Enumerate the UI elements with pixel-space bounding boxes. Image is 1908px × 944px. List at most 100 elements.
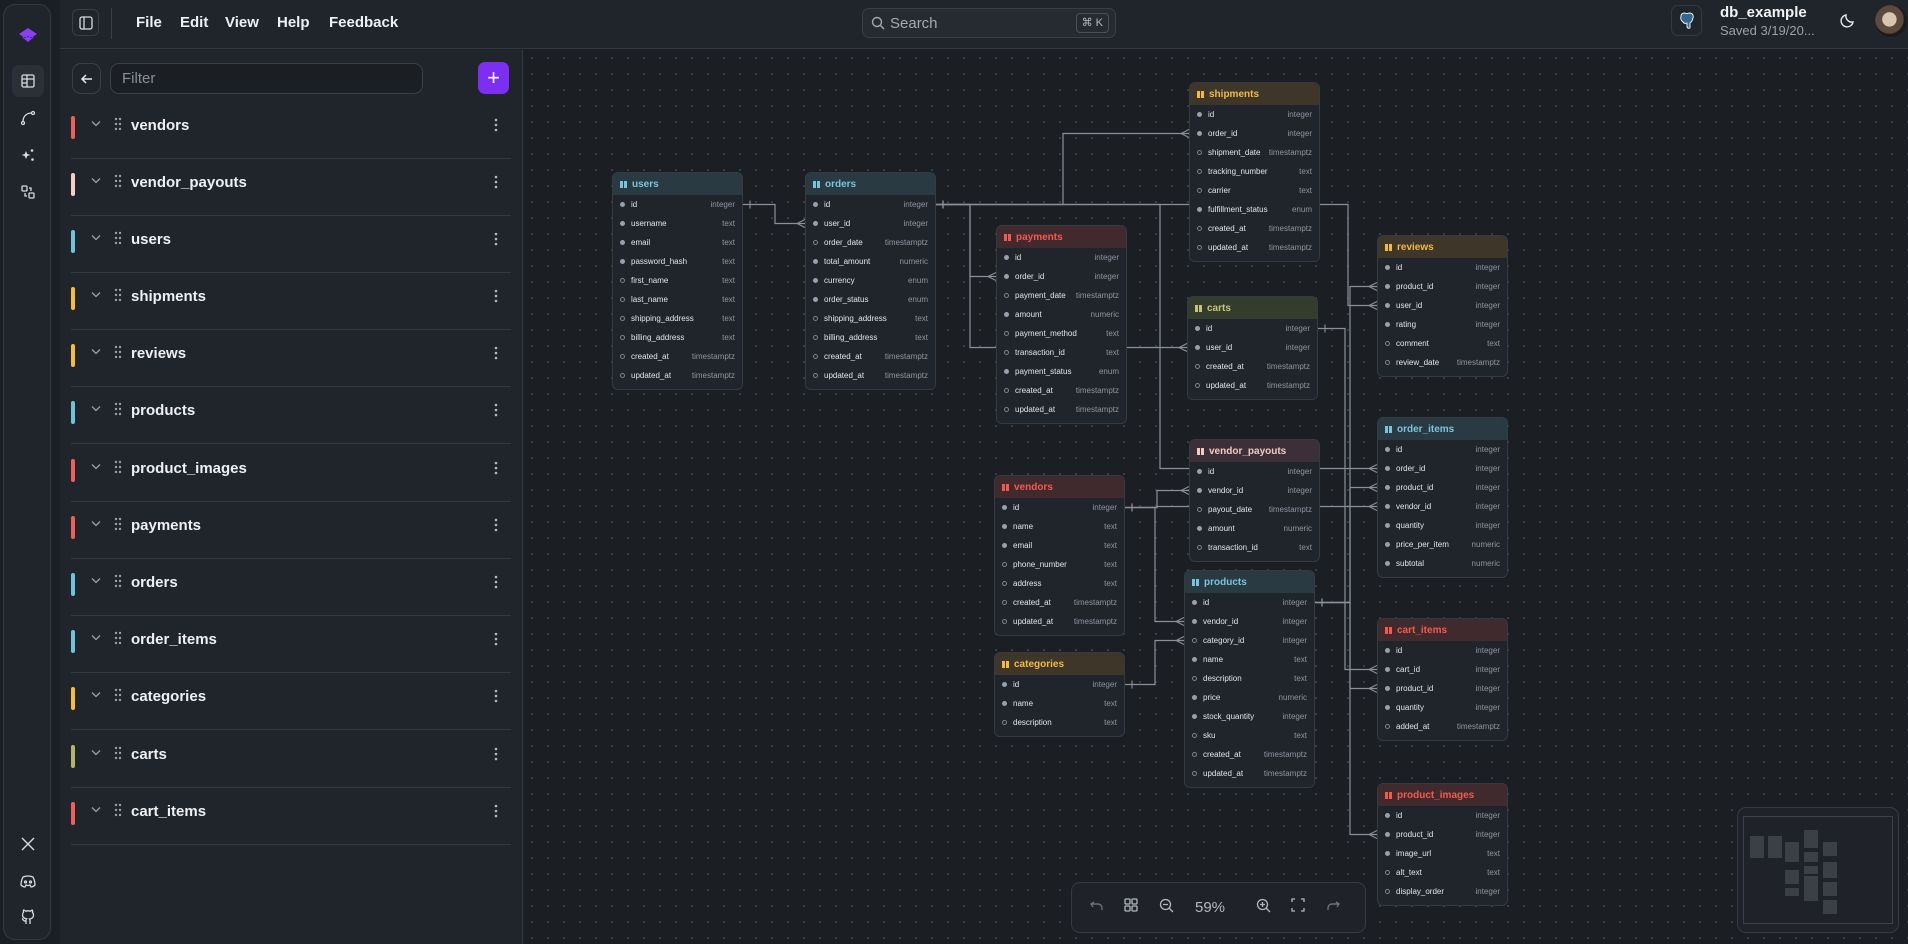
column-row[interactable]: id integer <box>1378 258 1507 277</box>
column-row[interactable]: updated_at timestamptz <box>1185 764 1314 783</box>
column-row[interactable]: description text <box>1185 669 1314 688</box>
drag-handle-icon[interactable] <box>114 746 122 760</box>
table-list-item-payments[interactable]: payments <box>71 502 511 559</box>
column-row[interactable]: billing_address text <box>806 328 935 347</box>
drag-handle-icon[interactable] <box>114 688 122 702</box>
table-list-item-vendors[interactable]: vendors <box>71 102 511 159</box>
discord-link[interactable] <box>12 865 44 897</box>
table-header[interactable]: categories <box>995 653 1124 675</box>
column-row[interactable]: updated_at timestamptz <box>995 612 1124 631</box>
drag-handle-icon[interactable] <box>114 174 122 188</box>
table-list-item-cart_items[interactable]: cart_items <box>71 788 511 845</box>
more-options-icon[interactable] <box>494 118 498 132</box>
column-row[interactable]: updated_at timestamptz <box>997 400 1126 419</box>
column-row[interactable]: payment_date timestamptz <box>997 286 1126 305</box>
column-row[interactable]: sku text <box>1185 726 1314 745</box>
undo-icon[interactable] <box>1089 898 1104 913</box>
column-row[interactable]: shipping_address text <box>613 309 742 328</box>
x-twitter-link[interactable] <box>12 828 44 860</box>
chevron-down-icon[interactable] <box>90 803 102 815</box>
table-node-shipments[interactable]: shipments id integer order_id integer shipmen… <box>1189 82 1320 262</box>
minimap-viewport[interactable] <box>1743 816 1893 924</box>
column-row[interactable]: id integer <box>995 498 1124 517</box>
more-options-icon[interactable] <box>494 346 498 360</box>
chevron-down-icon[interactable] <box>90 517 102 529</box>
column-row[interactable]: email text <box>995 536 1124 555</box>
column-row[interactable]: id integer <box>1190 462 1319 481</box>
table-node-order_items[interactable]: order_items id integer order_id integer produ… <box>1377 417 1508 578</box>
column-row[interactable]: vendor_id integer <box>1190 481 1319 500</box>
more-options-icon[interactable] <box>494 747 498 761</box>
chevron-down-icon[interactable] <box>90 174 102 186</box>
relationship-edge[interactable] <box>1315 601 1377 836</box>
column-row[interactable]: review_date timestamptz <box>1378 353 1507 372</box>
github-link[interactable] <box>12 901 44 933</box>
table-header[interactable]: carts <box>1188 297 1317 319</box>
relationship-edge[interactable] <box>743 203 805 225</box>
menu-file[interactable]: File <box>136 14 162 31</box>
column-row[interactable]: created_at timestamptz <box>1188 357 1317 376</box>
ai-nav-button[interactable] <box>12 139 44 171</box>
column-row[interactable]: transaction_id text <box>997 343 1126 362</box>
zoom-out-icon[interactable] <box>1159 898 1174 913</box>
column-row[interactable]: id integer <box>1185 593 1314 612</box>
table-list-item-products[interactable]: products <box>71 387 511 445</box>
drag-handle-icon[interactable] <box>114 631 122 645</box>
column-row[interactable]: first_name text <box>613 271 742 290</box>
column-row[interactable]: currency enum <box>806 271 935 290</box>
add-table-button[interactable]: + <box>478 62 509 94</box>
column-row[interactable]: order_id integer <box>1190 124 1319 143</box>
more-options-icon[interactable] <box>494 175 498 189</box>
relationship-edge[interactable] <box>1125 639 1184 686</box>
more-options-icon[interactable] <box>494 289 498 303</box>
app-logo[interactable] <box>12 19 44 51</box>
table-header[interactable]: reviews <box>1378 236 1507 258</box>
table-node-vendors[interactable]: vendors id integer name text email text phone_n… <box>994 475 1125 636</box>
column-row[interactable]: shipment_date timestamptz <box>1190 143 1319 162</box>
column-row[interactable]: updated_at timestamptz <box>613 366 742 385</box>
column-row[interactable]: added_at timestamptz <box>1378 717 1507 736</box>
column-row[interactable]: user_id integer <box>1188 338 1317 357</box>
column-row[interactable]: price numeric <box>1185 688 1314 707</box>
column-row[interactable]: alt_text text <box>1378 863 1507 882</box>
chevron-down-icon[interactable] <box>90 231 102 243</box>
column-row[interactable]: carrier text <box>1190 181 1319 200</box>
more-options-icon[interactable] <box>494 461 498 475</box>
column-row[interactable]: email text <box>613 233 742 252</box>
table-node-product_images[interactable]: product_images id integer product_id integer… <box>1377 783 1508 906</box>
drag-handle-icon[interactable] <box>114 803 122 817</box>
column-row[interactable]: quantity integer <box>1378 698 1507 717</box>
more-options-icon[interactable] <box>494 632 498 646</box>
column-row[interactable]: order_date timestamptz <box>806 233 935 252</box>
column-row[interactable]: last_name text <box>613 290 742 309</box>
chevron-down-icon[interactable] <box>90 574 102 586</box>
column-row[interactable]: name text <box>1185 650 1314 669</box>
more-options-icon[interactable] <box>494 804 498 818</box>
table-header[interactable]: vendor_payouts <box>1190 440 1319 462</box>
column-row[interactable]: payout_date timestamptz <box>1190 500 1319 519</box>
column-row[interactable]: payment_method text <box>997 324 1126 343</box>
column-row[interactable]: stock_quantity integer <box>1185 707 1314 726</box>
relationship-edge[interactable] <box>1125 489 1189 509</box>
drag-handle-icon[interactable] <box>114 517 122 531</box>
drag-handle-icon[interactable] <box>114 402 122 416</box>
column-row[interactable]: product_id integer <box>1378 478 1507 497</box>
column-row[interactable]: id integer <box>995 675 1124 694</box>
table-list-item-categories[interactable]: categories <box>71 673 511 731</box>
column-row[interactable]: quantity integer <box>1378 516 1507 535</box>
more-options-icon[interactable] <box>494 403 498 417</box>
column-row[interactable]: fulfillment_status enum <box>1190 200 1319 219</box>
column-row[interactable]: amount numeric <box>997 305 1126 324</box>
chevron-down-icon[interactable] <box>90 746 102 758</box>
shapes-nav-button[interactable] <box>12 176 44 208</box>
more-options-icon[interactable] <box>494 232 498 246</box>
column-row[interactable]: payment_status enum <box>997 362 1126 381</box>
drag-handle-icon[interactable] <box>114 460 122 474</box>
column-row[interactable]: amount numeric <box>1190 519 1319 538</box>
more-options-icon[interactable] <box>494 689 498 703</box>
column-row[interactable]: shipping_address text <box>806 309 935 328</box>
table-list-item-shipments[interactable]: shipments <box>71 273 511 331</box>
chevron-down-icon[interactable] <box>90 117 102 129</box>
relationship-edge[interactable] <box>936 203 1377 307</box>
zoom-in-icon[interactable] <box>1256 898 1271 913</box>
